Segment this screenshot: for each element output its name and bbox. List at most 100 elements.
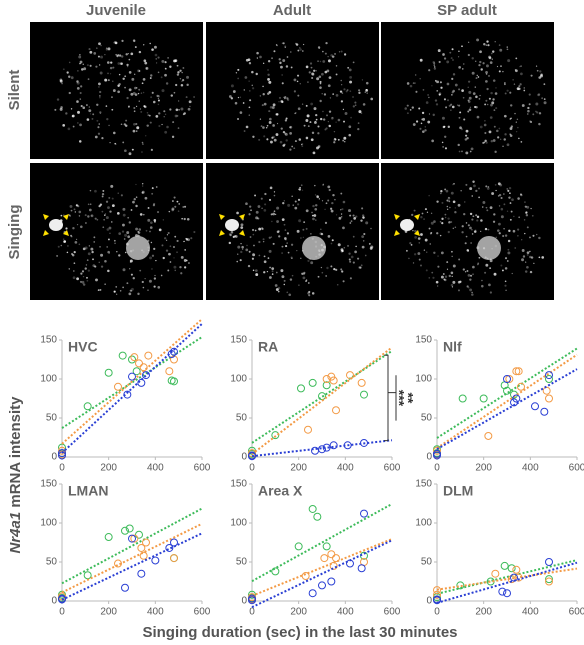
texture <box>418 258 421 261</box>
texture <box>465 222 468 224</box>
texture <box>311 72 315 76</box>
texture <box>337 138 340 141</box>
texture <box>130 92 134 96</box>
texture <box>117 192 119 194</box>
data-point <box>83 571 92 580</box>
texture <box>532 113 535 116</box>
texture <box>165 239 168 242</box>
texture <box>305 279 308 281</box>
texture <box>530 74 533 77</box>
texture <box>358 89 361 92</box>
data-point <box>170 347 178 356</box>
texture <box>478 196 480 199</box>
texture <box>532 234 535 237</box>
texture <box>418 107 421 110</box>
data-point <box>142 538 150 547</box>
texture <box>88 106 91 108</box>
texture <box>141 151 143 153</box>
texture <box>286 98 290 102</box>
texture <box>494 41 496 43</box>
texture <box>176 73 180 76</box>
texture <box>476 38 480 42</box>
texture <box>115 53 117 56</box>
texture <box>484 120 486 122</box>
texture <box>509 91 512 94</box>
texture <box>187 107 191 111</box>
texture <box>325 41 328 45</box>
data-point <box>114 382 122 391</box>
texture <box>251 70 254 74</box>
texture <box>302 50 304 52</box>
texture <box>444 188 447 191</box>
texture <box>471 195 473 197</box>
texture <box>515 57 518 60</box>
texture <box>272 242 275 245</box>
texture <box>57 245 60 248</box>
texture <box>67 127 71 131</box>
texture <box>149 77 152 79</box>
texture <box>230 230 234 234</box>
texture <box>236 211 239 215</box>
y-tick-label: 100 <box>230 374 247 385</box>
texture <box>108 252 110 254</box>
texture <box>330 54 334 57</box>
texture <box>130 209 133 211</box>
trendline <box>251 538 393 597</box>
texture <box>478 64 481 67</box>
texture <box>160 76 163 79</box>
texture <box>431 85 433 87</box>
texture <box>330 242 333 245</box>
texture <box>273 50 276 53</box>
texture <box>138 50 142 54</box>
texture <box>237 68 240 71</box>
texture <box>324 221 328 224</box>
texture <box>172 121 175 124</box>
data-point <box>128 355 136 364</box>
texture <box>148 114 151 117</box>
data-point <box>58 595 66 604</box>
data-point <box>545 394 553 403</box>
texture <box>329 97 332 99</box>
texture <box>82 63 84 65</box>
texture <box>471 293 474 296</box>
texture <box>98 204 101 208</box>
texture <box>167 269 170 272</box>
texture <box>497 136 500 139</box>
texture <box>89 203 92 206</box>
texture <box>469 106 472 108</box>
texture <box>472 273 474 276</box>
nucleus <box>302 236 326 260</box>
texture <box>486 87 489 91</box>
texture <box>248 90 251 92</box>
texture <box>288 293 292 297</box>
y-tick-label: 100 <box>415 518 432 529</box>
texture <box>487 228 490 231</box>
texture <box>128 292 132 296</box>
data-point <box>137 543 146 552</box>
texture <box>145 229 148 232</box>
texture <box>350 116 352 119</box>
texture <box>68 75 71 78</box>
texture <box>108 196 111 199</box>
texture <box>98 42 101 46</box>
texture <box>305 209 309 213</box>
texture <box>301 189 304 191</box>
texture <box>513 215 515 218</box>
texture <box>490 140 493 143</box>
panel-title: LMAN <box>68 483 108 499</box>
texture <box>240 223 244 227</box>
texture <box>135 86 138 89</box>
texture <box>433 62 436 65</box>
texture <box>162 219 164 221</box>
texture <box>96 103 99 106</box>
data-point <box>58 451 66 460</box>
data-point <box>308 589 317 598</box>
texture <box>456 104 459 106</box>
texture <box>472 215 475 218</box>
data-point <box>357 564 366 573</box>
texture <box>360 264 363 267</box>
texture <box>489 61 493 64</box>
texture <box>268 90 272 94</box>
texture <box>348 125 352 129</box>
